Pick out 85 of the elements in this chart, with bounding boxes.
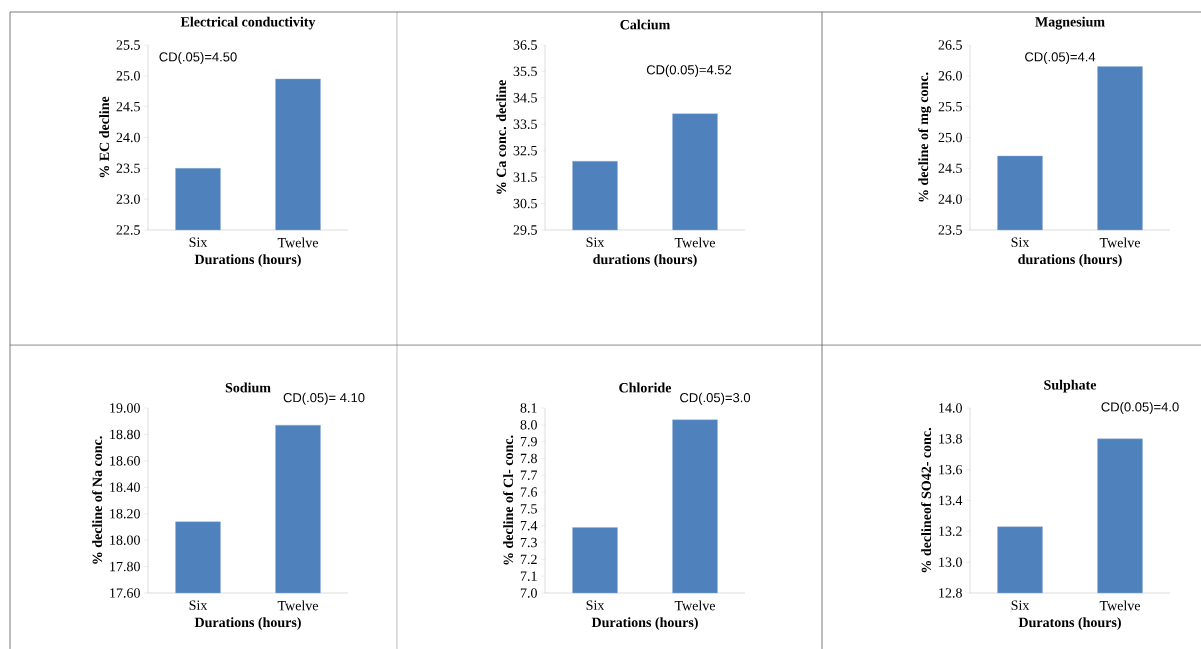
chart-title: Magnesium bbox=[1035, 16, 1105, 30]
y-axis-title: % decline of Na conc. bbox=[92, 436, 103, 564]
text: CD(.05)= 4.10 bbox=[283, 392, 365, 405]
x-axis-title: durations (hours) bbox=[1018, 254, 1122, 267]
x-tick-label: Twelve bbox=[277, 237, 319, 248]
y-tick-label: 25.0 bbox=[938, 132, 962, 143]
y-tick-label: 14.0 bbox=[939, 403, 962, 413]
y-axis-title: % decline of mg conc. bbox=[918, 72, 932, 202]
y-tick-label: 25.5 bbox=[116, 40, 140, 50]
chart-title: Calcium bbox=[620, 19, 671, 30]
x-tick-label: Twelve bbox=[1099, 237, 1141, 248]
y-tick-label: 7.5 bbox=[520, 504, 537, 514]
x-axis-title: Durations (hours) bbox=[194, 617, 301, 630]
x-tick-label: Twelve bbox=[674, 600, 716, 611]
y-tick-label: 7.4 bbox=[520, 521, 538, 531]
y-tick-label: 24.0 bbox=[116, 132, 140, 143]
y-tick-label: 24.0 bbox=[938, 194, 962, 204]
x-tick-label: Six bbox=[1011, 600, 1030, 610]
annotation: CD(.05)=4.4 bbox=[1025, 51, 1096, 65]
x-tick-label: Six bbox=[586, 600, 605, 610]
y-tick-label: 18.00 bbox=[110, 535, 140, 545]
y-tick-label: 18.60 bbox=[110, 456, 140, 466]
annotation: CD(.05)=4.50 bbox=[159, 51, 237, 65]
y-tick-label: 13.0 bbox=[939, 557, 962, 567]
y-axis-title: % declineof SO42- conc. bbox=[921, 428, 932, 573]
y-tick-label: 13.4 bbox=[939, 495, 963, 506]
x-tick-label: Six bbox=[1011, 237, 1030, 247]
y-tick-label: 13.6 bbox=[939, 464, 963, 475]
chart-title: Electrical conductivity bbox=[180, 16, 316, 30]
x-tick-label: Six bbox=[586, 237, 605, 247]
chart-title: Sodium bbox=[225, 382, 271, 393]
y-tick-label: 24.5 bbox=[938, 163, 962, 174]
y-tick-label: 24.5 bbox=[116, 101, 140, 112]
annotation: CD(0.05)=4.52 bbox=[646, 64, 732, 77]
annotation: CD(0.05)=4.0 bbox=[1101, 401, 1179, 415]
x-tick-label: Twelve bbox=[1099, 600, 1141, 611]
y-tick-label: 30.5 bbox=[513, 198, 537, 209]
x-axis-title: Durations (hours) bbox=[591, 617, 698, 630]
y-tick-label: 13.8 bbox=[939, 434, 962, 444]
x-axis-title: durations (hours) bbox=[593, 254, 697, 267]
chart-title: Sulphate bbox=[1044, 379, 1097, 393]
x-tick-label: Twelve bbox=[277, 600, 319, 611]
y-tick-label: 23.5 bbox=[938, 225, 962, 235]
y-tick-label: 7.3 bbox=[520, 537, 537, 548]
y-tick-label: 33.5 bbox=[513, 119, 537, 130]
y-tick-label: 22.5 bbox=[116, 225, 140, 235]
y-tick-label: 25.0 bbox=[116, 71, 140, 81]
y-tick-label: 19.00 bbox=[110, 403, 140, 413]
y-tick-label: 34.5 bbox=[513, 93, 537, 103]
y-axis-title: % decline of Cl- conc. bbox=[503, 435, 514, 565]
y-tick-label: 8.1 bbox=[520, 403, 537, 413]
y-tick-label: 8.0 bbox=[520, 420, 537, 430]
x-tick-label: Twelve bbox=[674, 237, 716, 248]
y-tick-label: 25.5 bbox=[938, 101, 962, 112]
y-tick-label: 7.8 bbox=[520, 453, 537, 464]
y-tick-label: 7.7 bbox=[520, 470, 538, 480]
y-tick-label: 31.5 bbox=[513, 172, 537, 182]
y-tick-label: 7.1 bbox=[520, 571, 537, 581]
x-axis-title: Duratons (hours) bbox=[1018, 617, 1121, 630]
x-tick-label: Six bbox=[189, 600, 208, 610]
y-tick-label: 7.2 bbox=[520, 554, 537, 565]
y-tick-label: 18.80 bbox=[110, 429, 140, 440]
y-tick-label: 36.5 bbox=[513, 40, 537, 50]
y-tick-label: 18.20 bbox=[110, 508, 140, 519]
y-tick-label: 12.8 bbox=[939, 588, 962, 598]
y-tick-label: 29.5 bbox=[513, 225, 537, 235]
y-axis-title: % Ca conc. decline bbox=[496, 80, 507, 194]
y-tick-label: 17.80 bbox=[110, 561, 140, 572]
y-tick-label: 26.5 bbox=[938, 40, 962, 50]
chart-title: Chloride bbox=[619, 382, 672, 393]
y-tick-label: 23.5 bbox=[116, 163, 140, 174]
text: CD(.05)=3.0 bbox=[680, 392, 751, 405]
y-tick-label: 23.0 bbox=[116, 194, 140, 204]
y-axis-title: % EC decline bbox=[99, 96, 110, 178]
x-tick-label: Six bbox=[189, 237, 208, 247]
y-tick-label: 35.5 bbox=[513, 66, 537, 77]
y-tick-label: 7.9 bbox=[520, 436, 537, 447]
y-tick-label: 7.0 bbox=[520, 588, 537, 598]
y-tick-label: 26.0 bbox=[938, 71, 962, 81]
x-axis-title: Durations (hours) bbox=[194, 254, 301, 267]
y-tick-label: 17.60 bbox=[110, 588, 140, 598]
y-tick-label: 32.5 bbox=[513, 145, 537, 156]
y-tick-label: 13.2 bbox=[939, 526, 962, 537]
y-tick-label: 7.6 bbox=[520, 487, 538, 497]
y-tick-label: 18.40 bbox=[110, 482, 140, 493]
